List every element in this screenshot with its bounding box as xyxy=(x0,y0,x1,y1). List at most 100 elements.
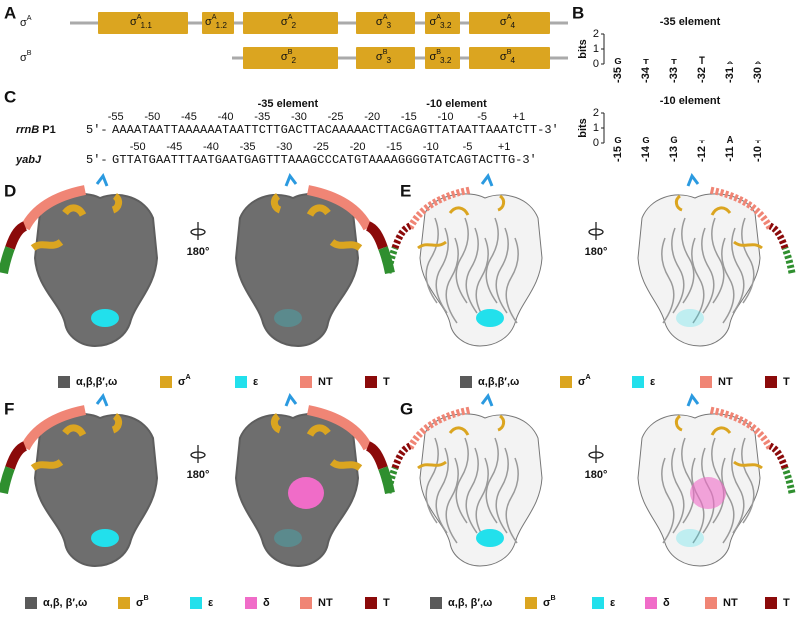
sequence: AAAATAATTAAAAAATAATTC xyxy=(112,123,266,137)
ribbon-strand xyxy=(671,447,685,534)
ribbon-strand xyxy=(475,237,489,324)
epsilon xyxy=(676,529,704,547)
label-base: σ xyxy=(281,16,288,28)
sigma xyxy=(270,413,363,471)
sigma xyxy=(270,193,363,251)
logo-letter: G xyxy=(614,56,621,66)
label: α,β, β′,ω xyxy=(448,597,492,609)
position-label: -5 xyxy=(477,111,487,123)
sequence: GGGTAT xyxy=(405,153,449,167)
label: ε xyxy=(253,376,259,388)
rotation-label: 180° xyxy=(585,469,608,481)
label-base: σ xyxy=(500,16,507,28)
label-sup: A xyxy=(288,13,293,21)
label-sub: 3 xyxy=(386,56,391,65)
label-sup: A xyxy=(507,13,512,21)
dna-t xyxy=(365,441,388,470)
dna-end xyxy=(0,246,15,274)
logo-letter: T xyxy=(699,141,706,144)
position-label: -25 xyxy=(328,111,344,123)
dna-up xyxy=(284,392,298,407)
label-sub: 2 xyxy=(291,56,296,65)
label-sup: B xyxy=(288,48,293,56)
label-base: δ xyxy=(263,597,270,609)
x-tick-label: -11 xyxy=(724,146,736,161)
label-base: σ xyxy=(130,16,137,28)
position-label: -10 xyxy=(423,141,439,153)
dna-up xyxy=(284,172,298,187)
ribbon-strand xyxy=(681,437,695,524)
legend-swatch xyxy=(700,376,712,388)
sequence: GTTTAA xyxy=(259,153,304,167)
label: σB xyxy=(543,594,556,609)
ribbon-strand xyxy=(731,447,745,534)
dna-nt xyxy=(406,406,471,450)
label-base: α,β,β′,ω xyxy=(76,376,117,388)
label: ε xyxy=(208,597,214,609)
label: NT xyxy=(718,376,733,388)
epsilon xyxy=(91,309,119,327)
domain xyxy=(98,12,188,34)
label-base: σ xyxy=(578,376,586,388)
dna-t xyxy=(768,222,789,250)
label-base: T xyxy=(783,597,790,609)
x-tick-label: -31 xyxy=(724,67,736,83)
dna-up xyxy=(95,172,109,187)
sigma xyxy=(674,194,763,250)
dna-end xyxy=(384,246,399,274)
label-base: σ xyxy=(178,376,186,388)
label-sup: A xyxy=(212,13,217,21)
label-base: α,β, β′,ω xyxy=(43,597,87,609)
structure xyxy=(384,392,543,567)
label: σA xyxy=(20,14,32,29)
dna-end xyxy=(781,466,796,494)
label-base: σ xyxy=(20,17,27,29)
domain xyxy=(425,12,460,34)
position-label: -40 xyxy=(203,141,219,153)
rotation-label: 180° xyxy=(585,246,608,258)
structure xyxy=(637,392,796,567)
core xyxy=(419,413,543,567)
legend-swatch xyxy=(300,376,312,388)
dna-t xyxy=(391,222,412,250)
position-label: -30 xyxy=(276,141,292,153)
label-sup: A xyxy=(586,373,591,381)
label-base: ε xyxy=(253,376,259,388)
sequence: TATAAT xyxy=(435,123,479,137)
domain xyxy=(469,12,550,34)
label: δ xyxy=(263,597,270,609)
label-base: ε xyxy=(610,597,616,609)
dna-t xyxy=(365,221,388,250)
label-base: T xyxy=(383,597,390,609)
prime3: -3′ xyxy=(515,153,537,167)
logo-letter: G xyxy=(614,135,621,145)
prime3: -3′ xyxy=(537,123,559,137)
ribbon-strand xyxy=(681,217,695,304)
core xyxy=(33,412,159,568)
sequence: TAAATCTT xyxy=(479,123,538,137)
core xyxy=(637,193,761,347)
domain xyxy=(202,12,234,34)
label-sub: 4 xyxy=(510,21,515,30)
legend-swatch xyxy=(525,597,537,609)
axis-label: bits xyxy=(577,118,589,138)
ribbon-strand xyxy=(701,227,715,314)
domain xyxy=(243,47,338,69)
structure xyxy=(234,172,395,348)
legend-swatch xyxy=(592,597,604,609)
dna-up xyxy=(686,392,700,407)
promoter-gene: rrnB xyxy=(16,124,39,136)
label-base: σ xyxy=(136,597,144,609)
legend-swatch xyxy=(25,597,37,609)
ribbon-strand xyxy=(505,237,519,324)
label: σA1.1 xyxy=(130,13,152,30)
sequence: TACAAAAACTTACGAGT xyxy=(310,123,435,137)
structure xyxy=(637,172,796,347)
label-sup: B xyxy=(436,48,441,56)
dna-t xyxy=(768,442,789,470)
ribbon-strand xyxy=(741,437,755,524)
sigma xyxy=(674,414,763,470)
label: σA4 xyxy=(500,13,516,30)
epsilon xyxy=(476,309,504,327)
